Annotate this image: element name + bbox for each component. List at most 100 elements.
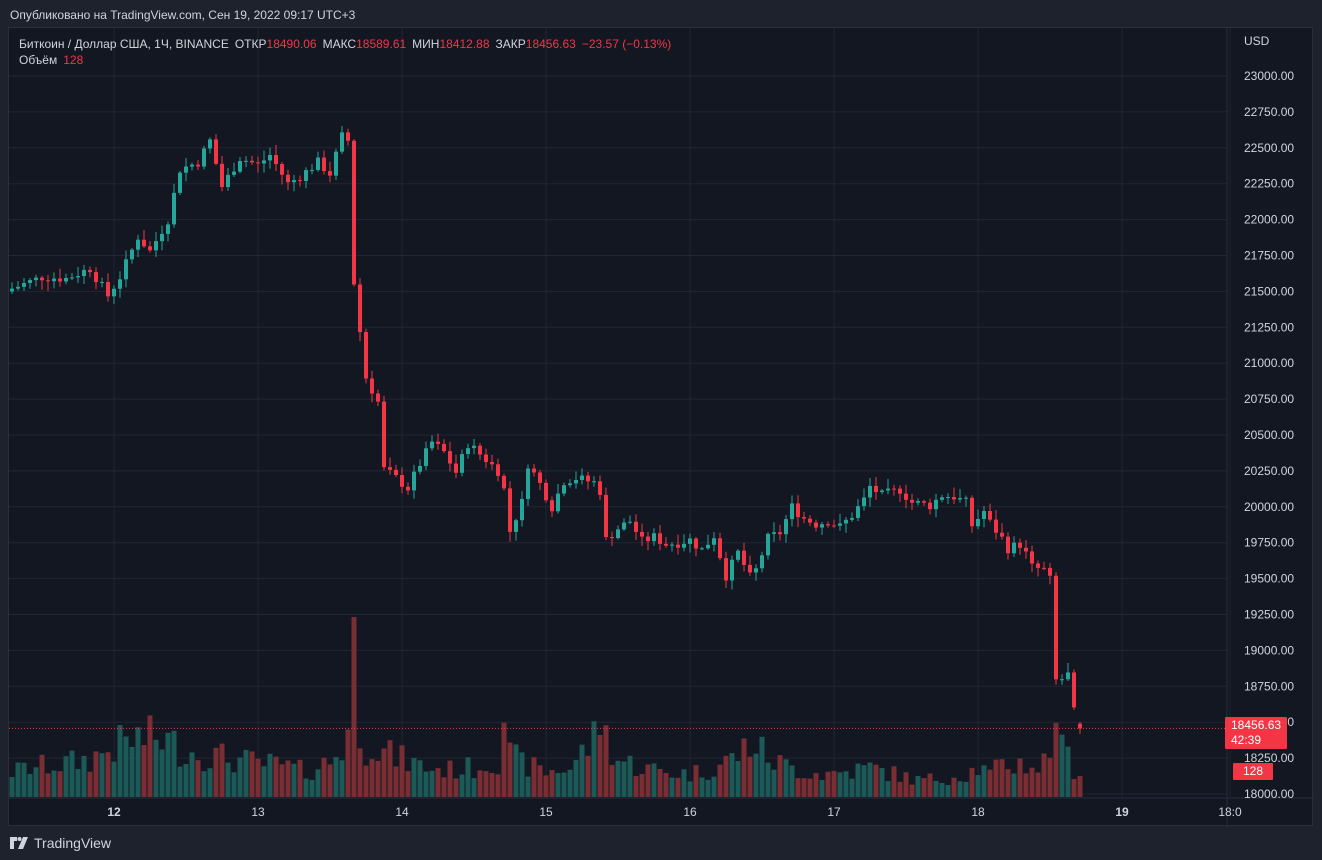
volume-bar (471, 778, 477, 797)
price-chart[interactable]: USD 23000.00 22750.00 22500.00 22250.00 22000… (9, 28, 1314, 827)
volume-bar (825, 771, 831, 797)
candle-body (70, 277, 74, 279)
volume-bar (993, 759, 999, 797)
tradingview-branding[interactable]: TradingView (10, 834, 111, 852)
time-tick-label: 16 (683, 805, 697, 819)
volume-bar (225, 762, 231, 797)
published-caption: Опубликовано на TradingView.com, Сен 19,… (10, 8, 356, 22)
volume-bar (441, 777, 447, 797)
candle-body (772, 532, 776, 534)
candle-body (1030, 551, 1034, 564)
volume-label[interactable]: Объём (19, 53, 58, 67)
candle-body (286, 174, 290, 183)
candle-body (160, 233, 164, 242)
candle-body (508, 488, 512, 532)
candle-body (154, 241, 158, 251)
volume-bar (627, 755, 633, 797)
candle-body (16, 286, 20, 289)
time-tick-label: 17 (827, 805, 841, 819)
candle-body (88, 269, 92, 273)
time-tick-label: 18:0 (1218, 805, 1242, 819)
volume-bar (135, 727, 141, 797)
volume-bar (363, 765, 369, 797)
candle-body (760, 555, 764, 569)
volume-bar (69, 750, 75, 797)
candle-body (904, 493, 908, 500)
candle-body (694, 538, 698, 549)
volume-bar (717, 764, 723, 797)
volume-bar (405, 771, 411, 797)
candle-body (676, 544, 680, 548)
candle-body (118, 279, 122, 289)
time-tick-label: 14 (395, 805, 409, 819)
volume-bar (843, 771, 849, 797)
candle-body (46, 280, 50, 282)
volume-bar (891, 766, 897, 797)
volume-bar (417, 760, 423, 797)
volume-bar (21, 762, 27, 797)
candle-body (196, 164, 200, 167)
candle-body (598, 481, 602, 495)
volume-bar (165, 732, 171, 797)
time-tick-label: 13 (251, 805, 265, 819)
candle-body (604, 494, 608, 538)
volume-bar (609, 764, 615, 797)
volume-bar (189, 752, 195, 797)
candle-body (1048, 567, 1052, 576)
price-tick-label: 22500.00 (1244, 141, 1294, 155)
candle-body (388, 467, 392, 470)
volume-bar (387, 740, 393, 797)
price-tick-label: 22250.00 (1244, 177, 1294, 191)
volume-bar (561, 772, 567, 797)
candle-body (826, 524, 830, 526)
price-tick-label: 20000.00 (1244, 500, 1294, 514)
price-tick-label: 22000.00 (1244, 213, 1294, 227)
candle-body (172, 192, 176, 225)
volume-bar (339, 760, 345, 797)
candle-body (430, 441, 434, 449)
volume-bar (861, 765, 867, 797)
volume-bar (1029, 767, 1035, 797)
chart-frame[interactable]: USD 23000.00 22750.00 22500.00 22250.00 22000… (8, 27, 1314, 827)
price-tick-label: 21000.00 (1244, 356, 1294, 370)
volume-bar (981, 765, 987, 797)
candle-body (928, 502, 932, 510)
bar-countdown: 42:39 (1231, 733, 1262, 747)
candle-body (460, 454, 464, 473)
candle-body (1006, 536, 1010, 554)
volume-bar (249, 751, 255, 797)
volume-bar (477, 770, 483, 797)
volume-bar (699, 777, 705, 797)
volume-bar (63, 756, 69, 797)
candle-body (472, 445, 476, 449)
price-tick-label: 21750.00 (1244, 249, 1294, 263)
candle-body (910, 499, 914, 503)
candle-body (706, 544, 710, 549)
volume-bar (585, 755, 591, 797)
candle-body (412, 471, 416, 491)
volume-value: 128 (63, 53, 84, 67)
candle-body (442, 443, 446, 452)
candle-body (142, 239, 146, 247)
volume-bar (1041, 753, 1047, 797)
volume-bar (507, 742, 513, 797)
volume-bar (51, 770, 57, 797)
candle-body (148, 246, 152, 251)
volume-bar (1035, 772, 1041, 797)
volume-bar (213, 747, 219, 797)
volume-bar (1023, 773, 1029, 797)
volume-bar (369, 759, 375, 797)
volume-bar (411, 757, 417, 797)
candle-body (898, 488, 902, 494)
volume-tag: 128 (1233, 763, 1274, 780)
volume-bar (543, 775, 549, 797)
volume-bar (1053, 722, 1059, 797)
symbol-name[interactable]: Биткоин / Доллар США, 1Ч, BINANCE (19, 37, 229, 51)
candle-body (364, 332, 368, 379)
open-label: ОТКР (234, 37, 267, 51)
volume-bar (669, 777, 675, 797)
candle-body (988, 511, 992, 520)
candle-body (886, 488, 890, 491)
candle-body (316, 157, 320, 170)
candle-body (436, 441, 440, 444)
